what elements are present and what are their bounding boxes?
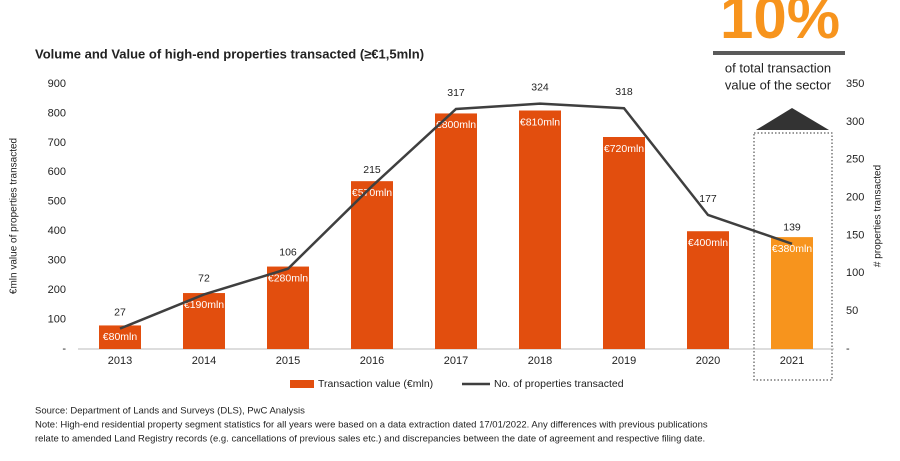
y-tick-label: 800 bbox=[48, 107, 66, 119]
source-note: Source: Department of Lands and Surveys … bbox=[35, 406, 305, 417]
data-label: 139 bbox=[783, 222, 801, 234]
bar bbox=[183, 293, 225, 349]
line bbox=[119, 102, 793, 330]
data-label: 27 bbox=[114, 306, 126, 318]
data-label: €810mln bbox=[520, 116, 560, 128]
x-tick-label: 2013 bbox=[108, 355, 132, 367]
data-label: €190mln bbox=[184, 299, 224, 311]
y2-tick-label: 150 bbox=[846, 229, 864, 241]
y-tick-label: - bbox=[62, 343, 66, 355]
highlight-value: 10% bbox=[720, 0, 840, 51]
bar bbox=[351, 181, 393, 349]
y-axis-label: €mln value of properties transacted bbox=[9, 138, 20, 294]
y2-tick-label: 200 bbox=[846, 191, 864, 203]
x-tick-label: 2017 bbox=[444, 355, 468, 367]
y2-tick-label: 350 bbox=[846, 78, 864, 90]
y2-tick-label: 50 bbox=[846, 305, 858, 317]
data-label: 324 bbox=[531, 81, 549, 93]
data-label: 318 bbox=[615, 86, 633, 98]
data-label: 215 bbox=[363, 164, 381, 176]
y-tick-label: 200 bbox=[48, 284, 66, 296]
legend-label: No. of properties transacted bbox=[494, 378, 624, 390]
x-tick-label: 2014 bbox=[192, 355, 216, 367]
bar bbox=[687, 231, 729, 349]
legend-label: Transaction value (€mln) bbox=[318, 378, 433, 390]
data-label: €570mln bbox=[352, 187, 392, 199]
y2-tick-label: 300 bbox=[846, 116, 864, 128]
x-tick-label: 2018 bbox=[528, 355, 552, 367]
x-tick-label: 2015 bbox=[276, 355, 300, 367]
y2-axis-label: # properties transacted bbox=[873, 165, 884, 267]
highlight-text: of total transaction bbox=[725, 60, 831, 75]
y-tick-label: 100 bbox=[48, 313, 66, 325]
y2-tick-label: 250 bbox=[846, 154, 864, 166]
bar bbox=[267, 266, 309, 349]
bar bbox=[99, 325, 141, 349]
data-label: €280mln bbox=[268, 272, 308, 284]
source-note: Note: High-end residential property segm… bbox=[35, 420, 708, 431]
legend-swatch bbox=[290, 380, 314, 388]
bar bbox=[603, 137, 645, 349]
data-label: €400mln bbox=[688, 237, 728, 249]
data-label: 72 bbox=[198, 272, 210, 284]
data-label: €800mln bbox=[436, 119, 476, 131]
source-note: relate to amended Land Registry records … bbox=[35, 434, 705, 445]
data-label: €380mln bbox=[772, 243, 812, 255]
data-label: €80mln bbox=[103, 331, 138, 343]
highlight-text: value of the sector bbox=[725, 77, 832, 92]
x-tick-label: 2020 bbox=[696, 355, 720, 367]
y-tick-label: 900 bbox=[48, 78, 66, 90]
y-tick-label: 500 bbox=[48, 196, 66, 208]
y2-tick-label: 100 bbox=[846, 267, 864, 279]
y-tick-label: 400 bbox=[48, 225, 66, 237]
chart-title: Volume and Value of high-end properties … bbox=[35, 46, 424, 61]
highlight-arrow bbox=[756, 108, 829, 130]
bar bbox=[519, 110, 561, 349]
y-tick-label: 700 bbox=[48, 137, 66, 149]
x-tick-label: 2021 bbox=[780, 355, 804, 367]
y-tick-label: 600 bbox=[48, 166, 66, 178]
data-label: 106 bbox=[279, 247, 297, 259]
data-label: €720mln bbox=[604, 143, 644, 155]
y2-tick-label: - bbox=[846, 343, 850, 355]
data-label: 177 bbox=[699, 193, 717, 205]
x-tick-label: 2019 bbox=[612, 355, 636, 367]
bar bbox=[771, 237, 813, 349]
bar bbox=[435, 113, 477, 349]
y-tick-label: 300 bbox=[48, 255, 66, 267]
x-tick-label: 2016 bbox=[360, 355, 384, 367]
data-label: 317 bbox=[447, 87, 465, 99]
highlight-box bbox=[753, 132, 833, 381]
